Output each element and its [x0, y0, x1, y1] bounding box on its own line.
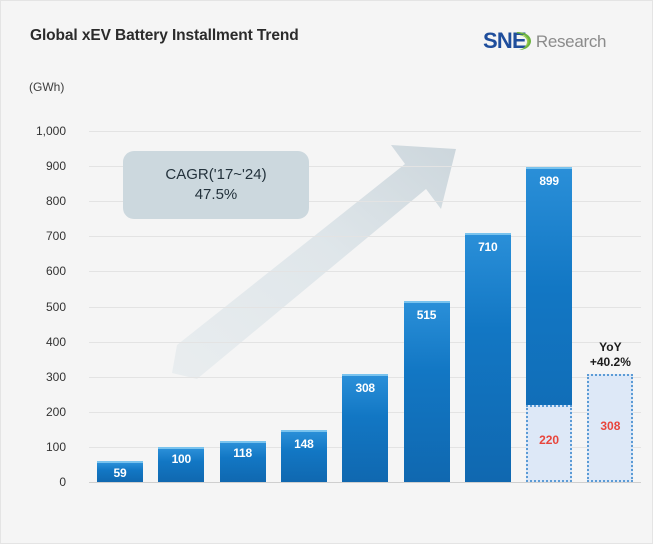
bar-2025-ytd[interactable]: 308	[587, 373, 634, 482]
bar-value-2025-ytd: 308	[600, 418, 621, 433]
bar-2018[interactable]: 100	[158, 446, 205, 482]
y-tick-label: 0	[59, 475, 66, 489]
y-tick-label: 900	[45, 159, 66, 174]
gridline-1000	[89, 131, 641, 132]
bar-value-2018: 100	[171, 451, 192, 466]
chart-header: Global xEV Battery Installment Trend SNE…	[1, 1, 652, 69]
yoy-label-line1: YoY	[599, 340, 622, 354]
bar-2021[interactable]: 308	[342, 373, 389, 482]
yoy-annotation: YoY +40.2%	[587, 340, 633, 370]
yoy-label-line2: +40.2%	[589, 355, 631, 369]
y-tick-label: 300	[45, 369, 66, 384]
y-tick-label: 800	[45, 194, 66, 209]
sne-research-logo: SNE Research	[483, 28, 607, 54]
bar-value-2021: 308	[355, 380, 375, 395]
gridline-800	[89, 201, 641, 203]
bar-2017[interactable]: 59	[97, 461, 143, 482]
y-tick-label: 200	[45, 404, 66, 419]
bar-2023[interactable]: 710	[464, 232, 511, 482]
y-tick-label: 500	[45, 299, 66, 314]
cagr-label-line1: CAGR('17~'24)	[165, 165, 267, 183]
gridline-600	[89, 271, 641, 273]
y-tick-label: 100	[45, 439, 66, 454]
y-tick-label: 1,000	[35, 124, 66, 138]
plot-area: 1,000 900 800 700 600 500 400 300 200 10…	[36, 124, 641, 489]
cagr-label-line2: 47.5%	[194, 186, 238, 203]
logo-suffix-text: Research	[535, 31, 607, 51]
bar-value-2022: 515	[416, 308, 437, 323]
cagr-callout: CAGR('17~'24) 47.5%	[123, 151, 309, 219]
y-tick-label: 400	[45, 334, 66, 349]
bar-value-2019: 118	[233, 445, 252, 460]
gridline-700	[89, 236, 641, 238]
gridline-900	[89, 166, 641, 168]
y-tick-label: 600	[45, 264, 66, 279]
bar-2019[interactable]: 118	[219, 440, 266, 482]
gridline-axis-0	[89, 482, 641, 483]
gridline-500	[89, 306, 641, 308]
bar-2022[interactable]: 515	[403, 301, 450, 482]
green-swoosh-icon	[513, 30, 533, 52]
bar-value-2024-partial: 220	[539, 432, 560, 447]
bar-value-2023: 710	[478, 239, 498, 254]
bar-value-2020: 148	[294, 437, 314, 451]
bar-2024-partial-overlay[interactable]: 220	[526, 404, 573, 482]
gridline-400	[89, 341, 641, 343]
y-tick-label: 700	[45, 229, 66, 244]
page-title: Global xEV Battery Installment Trend	[30, 27, 299, 44]
bar-2020[interactable]: 148	[280, 430, 327, 482]
logo-brand-text: SNE	[483, 28, 527, 53]
bar-value-2017: 59	[113, 466, 127, 481]
y-axis-unit-label: (GWh)	[29, 80, 65, 94]
bar-value-2024: 899	[539, 173, 559, 188]
